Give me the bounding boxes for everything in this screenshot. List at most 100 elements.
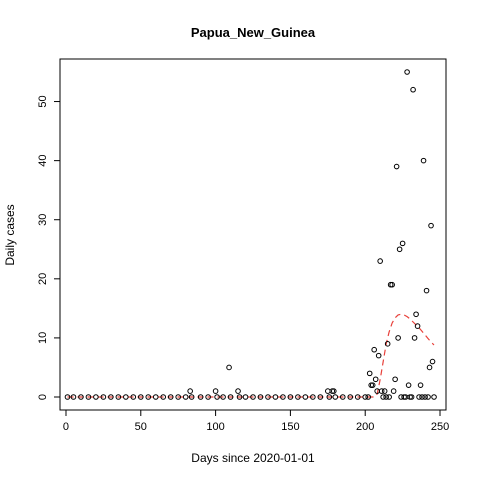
data-point xyxy=(317,394,324,400)
data-point xyxy=(405,382,412,388)
data-point xyxy=(392,376,398,383)
data-point xyxy=(378,388,385,394)
data-point xyxy=(287,394,294,400)
data-point xyxy=(85,394,92,400)
data-point xyxy=(188,394,195,400)
y-tick-label: 20 xyxy=(37,273,49,285)
data-point xyxy=(130,394,137,400)
chart-title: Papua_New_Guinea xyxy=(191,25,316,40)
data-point xyxy=(64,394,71,400)
axis-ticks: 0 50 100 150 200 250 0 10 20 30 40 50 xyxy=(37,95,449,433)
y-tick-label: 40 xyxy=(37,155,49,167)
data-point xyxy=(235,388,241,394)
data-point xyxy=(429,358,436,365)
x-axis-label: Days since 2020-01-01 xyxy=(191,451,315,465)
data-point xyxy=(399,240,406,247)
data-point xyxy=(214,394,220,400)
x-tick-label: 50 xyxy=(135,421,147,433)
trend-line xyxy=(67,313,435,398)
data-point xyxy=(395,335,401,341)
data-point xyxy=(108,394,114,400)
data-point xyxy=(280,394,286,400)
data-point xyxy=(182,394,189,400)
y-axis-label: Daily cases xyxy=(3,204,17,265)
data-point xyxy=(408,394,415,400)
data-point xyxy=(330,388,337,394)
data-point xyxy=(386,394,392,400)
data-point xyxy=(123,394,129,400)
data-point xyxy=(431,394,437,400)
x-tick-label: 200 xyxy=(356,421,374,433)
data-point xyxy=(272,394,279,400)
y-tick-label: 10 xyxy=(37,332,49,344)
data-point xyxy=(380,394,386,400)
data-point xyxy=(295,394,301,400)
data-points xyxy=(64,69,437,400)
data-point xyxy=(226,364,232,371)
data-point xyxy=(383,394,389,400)
data-point xyxy=(197,394,204,400)
data-point xyxy=(428,222,434,229)
data-point xyxy=(423,287,430,294)
data-point xyxy=(384,341,391,347)
data-point xyxy=(365,394,372,400)
plot-frame xyxy=(59,58,447,411)
data-point xyxy=(413,311,419,318)
data-point xyxy=(362,394,369,400)
data-point xyxy=(145,394,152,400)
data-point xyxy=(417,382,424,388)
data-point xyxy=(175,394,181,400)
data-point xyxy=(372,376,379,383)
data-point xyxy=(152,394,159,400)
data-point xyxy=(375,352,382,359)
data-point xyxy=(227,394,234,400)
data-point xyxy=(93,394,99,400)
data-point xyxy=(78,394,84,400)
data-point xyxy=(70,394,77,400)
data-point xyxy=(354,394,361,400)
data-point xyxy=(310,394,316,400)
data-point xyxy=(371,346,377,353)
plot-area: 0 50 100 150 200 250 0 10 20 30 40 50 xyxy=(37,58,449,433)
data-point xyxy=(115,394,122,400)
data-point xyxy=(212,388,219,394)
data-point xyxy=(422,394,428,400)
data-point xyxy=(426,364,433,371)
data-point xyxy=(242,394,249,400)
data-point xyxy=(410,86,416,93)
x-tick-label: 150 xyxy=(281,421,299,433)
data-point xyxy=(250,394,256,400)
data-point xyxy=(257,394,264,400)
data-point xyxy=(160,394,167,400)
data-point xyxy=(220,394,226,400)
x-tick-label: 100 xyxy=(206,421,224,433)
data-point xyxy=(389,281,395,288)
data-point xyxy=(236,394,243,400)
data-point xyxy=(332,394,339,400)
data-point xyxy=(414,323,421,329)
data-point xyxy=(404,69,410,75)
data-point xyxy=(377,258,383,264)
data-point xyxy=(100,394,107,400)
data-point xyxy=(396,246,403,253)
y-tick-label: 0 xyxy=(37,394,49,400)
data-point xyxy=(369,382,376,388)
data-point xyxy=(187,388,193,394)
data-point xyxy=(347,394,354,400)
data-point xyxy=(425,394,431,400)
data-point xyxy=(416,394,422,400)
data-point xyxy=(366,370,373,377)
data-point xyxy=(325,388,331,394)
data-point xyxy=(137,394,144,400)
y-tick-label: 50 xyxy=(37,95,49,107)
data-point xyxy=(265,394,271,400)
data-point xyxy=(205,394,211,400)
data-point xyxy=(302,394,309,400)
data-point xyxy=(381,388,388,394)
x-tick-label: 250 xyxy=(431,421,449,433)
y-tick-label: 30 xyxy=(37,214,49,226)
data-point xyxy=(390,388,397,394)
data-point xyxy=(420,157,427,164)
data-point xyxy=(167,394,174,400)
